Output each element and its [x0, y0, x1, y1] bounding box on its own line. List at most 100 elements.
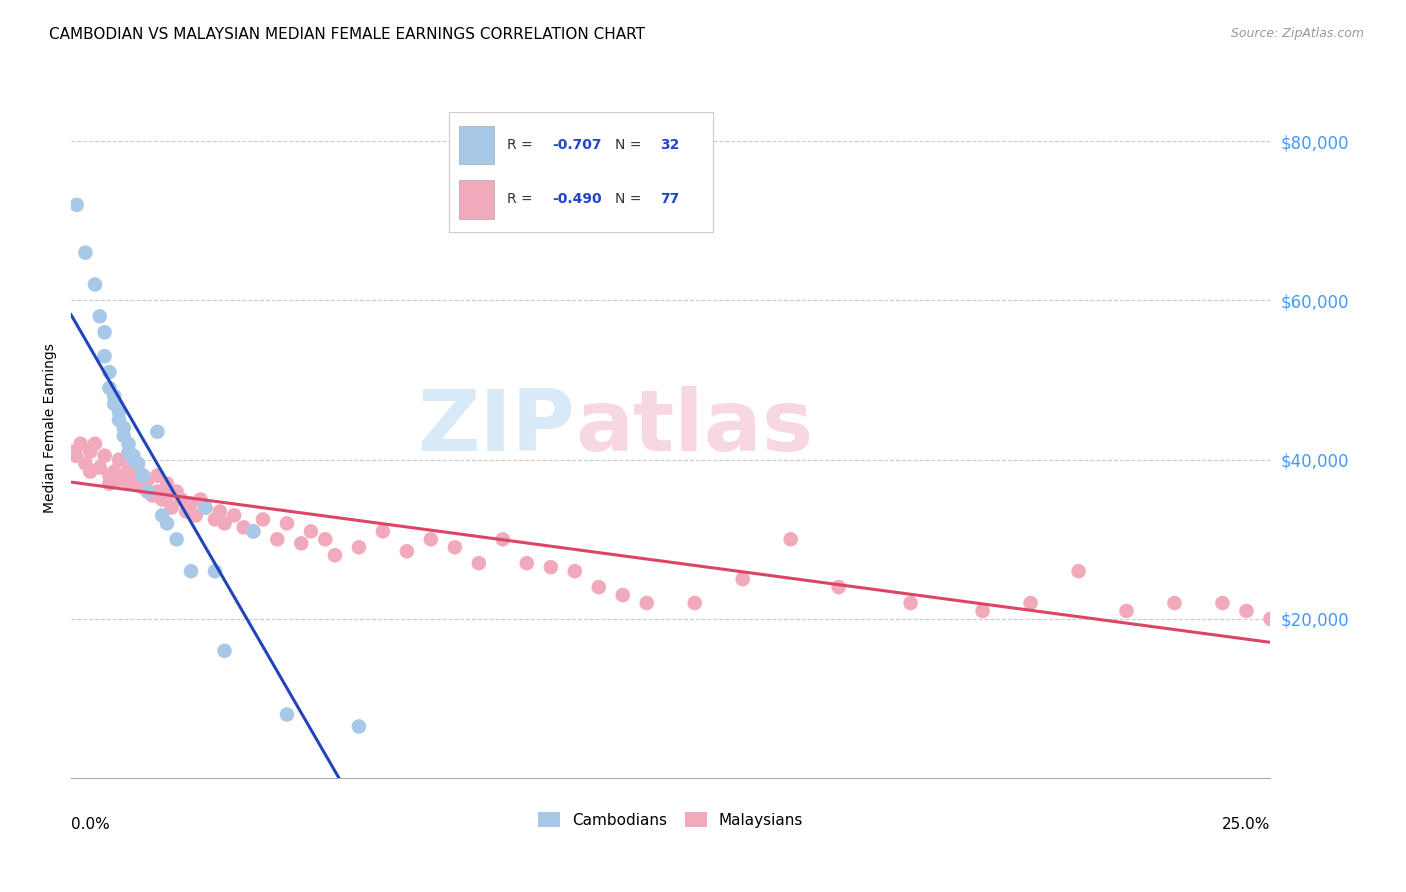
Point [1236, 604, 1258, 618]
Point [142, 489, 165, 503]
Text: Source: ZipAtlas.com: Source: ZipAtlas.com [1230, 27, 1364, 40]
Point [468, 556, 491, 570]
Point [540, 560, 562, 574]
Text: ZIP: ZIP [418, 386, 575, 469]
Point [180, 496, 202, 510]
Point [93, 349, 115, 363]
Point [564, 564, 586, 578]
Point [122, 473, 145, 487]
Point [93, 326, 115, 340]
Point [156, 489, 179, 503]
Point [127, 457, 149, 471]
Point [127, 465, 149, 479]
Point [122, 452, 145, 467]
Point [1260, 612, 1282, 626]
Point [98, 476, 121, 491]
Point [112, 421, 135, 435]
Point [276, 707, 298, 722]
Point [160, 500, 183, 515]
Point [117, 444, 139, 458]
Point [419, 533, 441, 547]
Point [779, 533, 801, 547]
Point [69, 436, 91, 450]
Point [208, 504, 231, 518]
Point [214, 516, 236, 531]
Point [516, 556, 538, 570]
Point [75, 457, 97, 471]
Point [276, 516, 298, 531]
Point [156, 516, 179, 531]
Text: 0.0%: 0.0% [72, 817, 110, 831]
Point [371, 524, 394, 539]
Point [1115, 604, 1137, 618]
Point [98, 365, 121, 379]
Point [224, 508, 246, 523]
Point [156, 476, 179, 491]
Point [79, 465, 101, 479]
Point [132, 468, 155, 483]
Point [443, 541, 465, 555]
Point [174, 504, 197, 518]
Point [136, 484, 159, 499]
Point [214, 644, 236, 658]
Point [117, 460, 139, 475]
Point [132, 481, 155, 495]
Point [136, 484, 159, 499]
Point [1067, 564, 1090, 578]
Point [190, 492, 212, 507]
Point [108, 473, 131, 487]
Point [252, 512, 274, 526]
Point [84, 277, 107, 292]
Legend: Cambodians, Malaysians: Cambodians, Malaysians [531, 805, 810, 834]
Point [170, 492, 193, 507]
Point [194, 500, 217, 515]
Point [62, 444, 84, 458]
Point [65, 449, 87, 463]
Point [204, 564, 226, 578]
Point [827, 580, 849, 594]
Point [146, 468, 169, 483]
Point [166, 484, 188, 499]
Point [103, 465, 125, 479]
Point [900, 596, 922, 610]
Point [1019, 596, 1042, 610]
Point [93, 449, 115, 463]
Point [242, 524, 264, 539]
Point [117, 436, 139, 450]
Point [612, 588, 634, 602]
Point [232, 520, 254, 534]
Point [731, 572, 754, 586]
Point [1211, 596, 1233, 610]
Point [166, 533, 188, 547]
Point [117, 476, 139, 491]
Point [347, 541, 370, 555]
Y-axis label: Median Female Earnings: Median Female Earnings [44, 343, 58, 513]
Point [146, 484, 169, 499]
Point [103, 389, 125, 403]
Point [180, 564, 202, 578]
Point [103, 397, 125, 411]
Point [122, 449, 145, 463]
Point [314, 533, 336, 547]
Point [184, 508, 207, 523]
Point [204, 512, 226, 526]
Point [242, 524, 264, 539]
Point [299, 524, 322, 539]
Point [89, 460, 111, 475]
Point [492, 533, 515, 547]
Point [150, 508, 173, 523]
Point [347, 719, 370, 733]
Point [98, 468, 121, 483]
Point [683, 596, 706, 610]
Point [127, 476, 149, 491]
Point [108, 405, 131, 419]
Point [323, 548, 346, 562]
Text: atlas: atlas [575, 386, 813, 469]
Point [588, 580, 610, 594]
Point [84, 436, 107, 450]
Point [108, 452, 131, 467]
Point [395, 544, 418, 558]
Point [108, 413, 131, 427]
Point [75, 245, 97, 260]
Point [136, 473, 159, 487]
